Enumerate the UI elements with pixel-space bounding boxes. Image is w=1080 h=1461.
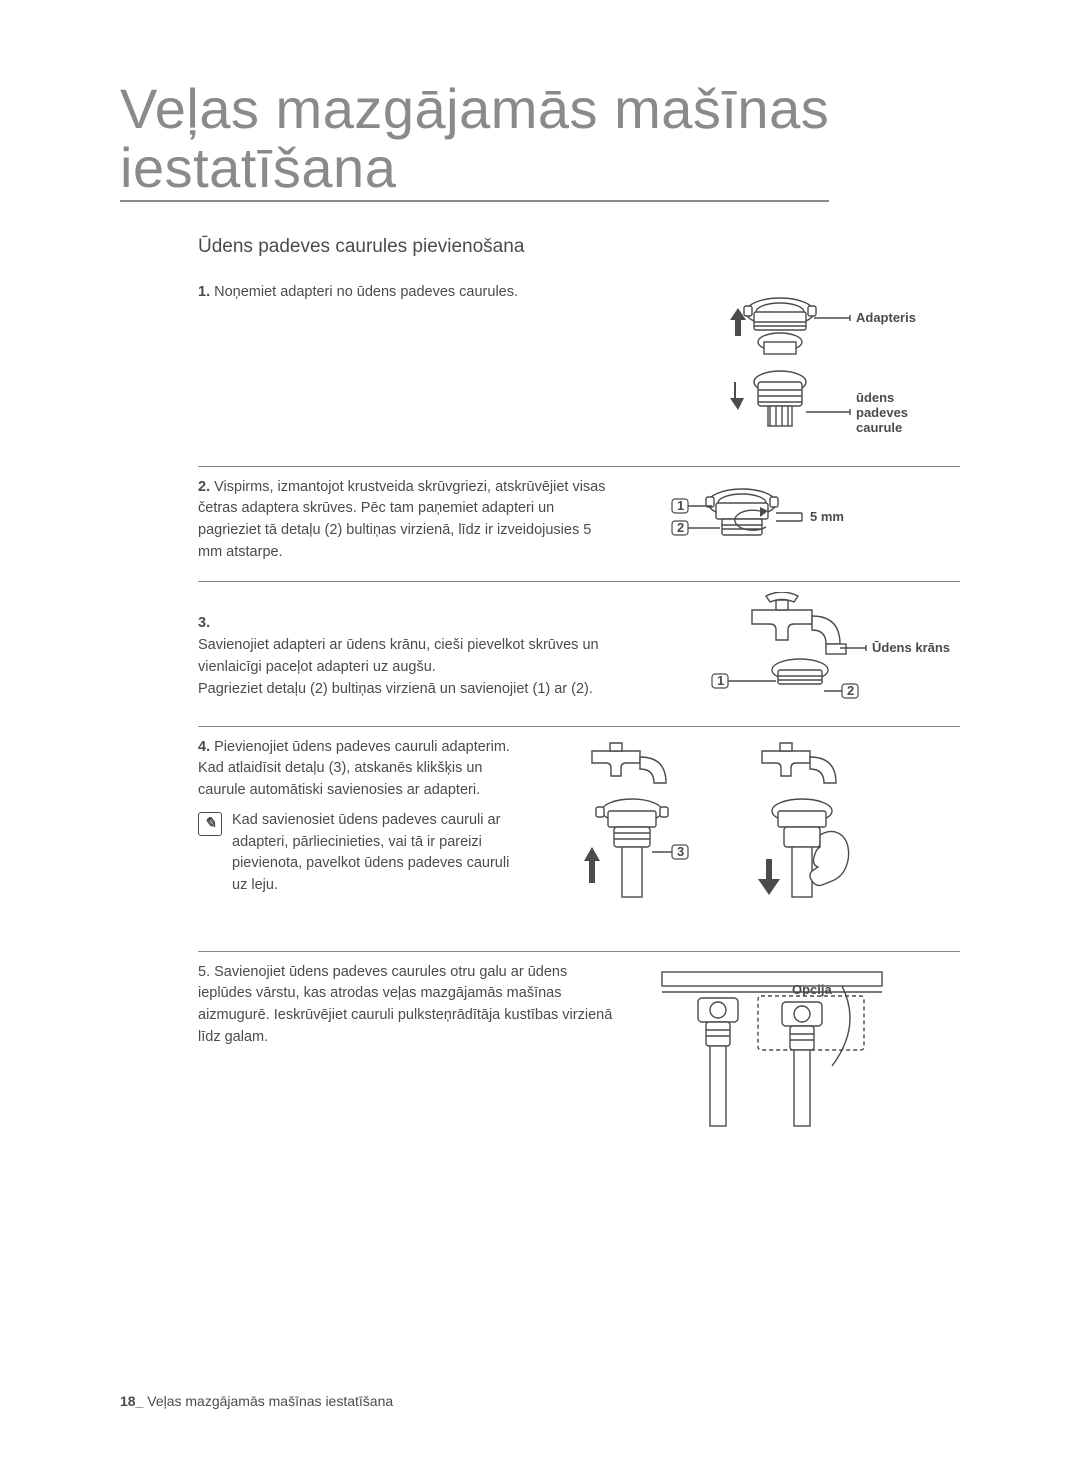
section-subheading: Ūdens padeves caurules pievienošana	[198, 236, 960, 258]
step-2-text: 2. Vispirms, izmantojot krustveida skrūv…	[198, 477, 618, 567]
step-4-note: ✎ Kad savienosiet ūdens padeves cauruli …	[198, 810, 518, 897]
step-3-num: 3.	[198, 615, 210, 631]
step-4: 4. Pievienojiet ūdens padeves cauruli ad…	[198, 727, 960, 951]
step-3: 3. Savienojiet adapteri ar ūdens krānu, …	[198, 582, 960, 726]
label-hose-1: ūdens	[856, 390, 894, 405]
step2-cal2: 2	[677, 520, 684, 535]
step-4-figure: 3	[542, 737, 902, 937]
step-1-num: 1.	[198, 284, 210, 300]
step-3-text: 3. Savienojiet adapteri ar ūdens krānu, …	[198, 592, 658, 712]
step2-cal1: 1	[677, 498, 684, 513]
content-area: Ūdens padeves caurules pievienošana 1. N…	[198, 236, 960, 1156]
step3-cal1: 1	[717, 673, 724, 688]
step-1-text: 1. Noņemiet adapteri no ūdens padeves ca…	[198, 282, 676, 452]
label-tap: Ūdens krāns	[872, 640, 950, 655]
title-line-2: iestatīšana	[120, 136, 396, 199]
step-5: 5. Savienojiet ūdens padeves caurules ot…	[198, 952, 960, 1156]
step-5-body: Savienojiet ūdens padeves caurules otru …	[198, 964, 612, 1045]
step-2-figure: 1 2 5 mm	[642, 477, 902, 567]
label-option: Opcija	[792, 982, 833, 997]
page-number: 18_	[120, 1393, 143, 1409]
label-hose-3: caurule	[856, 420, 902, 435]
step-4-text: 4. Pievienojiet ūdens padeves cauruli ad…	[198, 737, 518, 937]
label-hose-2: padeves	[856, 405, 908, 420]
step-2-num: 2.	[198, 479, 210, 495]
step-5-num: 5.	[198, 964, 210, 980]
label-5mm: 5 mm	[810, 509, 844, 524]
step-1-figure: Adapteris ūdens padeves caurule	[700, 282, 960, 452]
step3-cal2: 2	[847, 683, 854, 698]
step4-cal3: 3	[677, 844, 684, 859]
page-title: Veļas mazgājamās mašīnas iestatīšana	[120, 80, 829, 202]
step-1-body: Noņemiet adapteri no ūdens padeves cauru…	[214, 284, 518, 300]
step-4-note-text: Kad savienosiet ūdens padeves cauruli ar…	[232, 810, 518, 897]
step-3-body: Savienojiet adapteri ar ūdens krānu, cie…	[198, 637, 599, 697]
step-2: 2. Vispirms, izmantojot krustveida skrūv…	[198, 467, 960, 581]
step-4-num: 4.	[198, 739, 210, 755]
step-4-body: Pievienojiet ūdens padeves cauruli adapt…	[198, 739, 510, 799]
step-2-body: Vispirms, izmantojot krustveida skrūvgri…	[198, 479, 605, 560]
label-adapter: Adapteris	[856, 310, 916, 325]
manual-page: Veļas mazgājamās mašīnas iestatīšana Ūde…	[0, 0, 1080, 1461]
footer-text: Veļas mazgājamās mašīnas iestatīšana	[147, 1393, 393, 1409]
title-line-1: Veļas mazgājamās mašīnas	[120, 77, 829, 140]
step-3-figure: 1 2 Ūdens krāns	[682, 592, 952, 712]
step-5-figure: Opcija	[642, 962, 902, 1142]
page-footer: 18_ Veļas mazgājamās mašīnas iestatīšana	[120, 1393, 393, 1409]
note-icon: ✎	[198, 812, 222, 836]
step-1: 1. Noņemiet adapteri no ūdens padeves ca…	[198, 272, 960, 466]
step-5-text: 5. Savienojiet ūdens padeves caurules ot…	[198, 962, 618, 1142]
